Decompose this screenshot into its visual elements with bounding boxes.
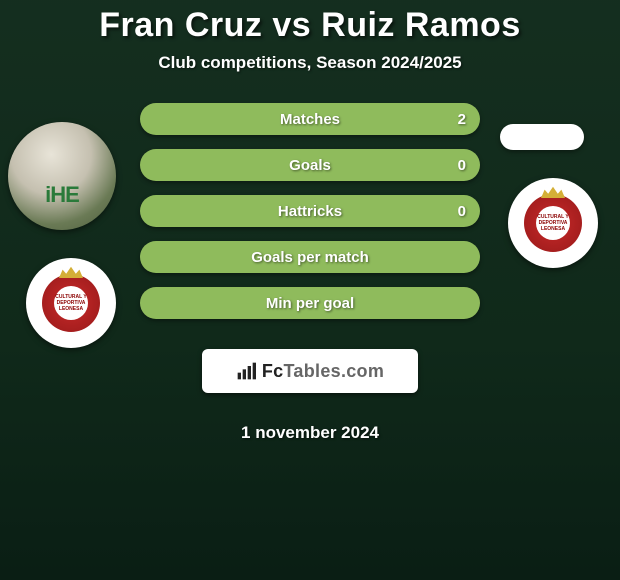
stat-right-value: 0 [458,157,466,174]
stat-row-goals-per-match: Goals per match [140,241,480,273]
club-badge-right: CULTURAL Y DEPORTIVA LEONESA [508,178,598,268]
crest-icon: CULTURAL Y DEPORTIVA LEONESA [524,194,582,252]
brand-tables: Tables.com [283,361,384,381]
crest-icon: CULTURAL Y DEPORTIVA LEONESA [42,274,100,332]
bar-chart-icon [236,361,256,381]
stat-row-matches: Matches 2 [140,103,480,135]
stat-right-value: 0 [458,203,466,220]
brand-fc: Fc [262,361,284,381]
brand-badge: FcTables.com [202,349,418,393]
player-right-placeholder [500,124,584,150]
stats-list: Matches 2 Goals 0 Hattricks 0 Goals per … [140,103,480,443]
stat-row-goals: Goals 0 [140,149,480,181]
stat-label: Matches [280,111,340,128]
comparison-card: Fran Cruz vs Ruiz Ramos Club competition… [0,0,620,580]
stat-row-min-per-goal: Min per goal [140,287,480,319]
page-title: Fran Cruz vs Ruiz Ramos [99,6,520,45]
player-left-photo: iHE [8,122,116,230]
date-text: 1 november 2024 [241,423,379,443]
subtitle: Club competitions, Season 2024/2025 [158,53,461,73]
stat-right-value: 2 [458,111,466,128]
photo-text-hint: iHE [45,182,79,208]
crest-text: CULTURAL Y DEPORTIVA LEONESA [54,286,88,320]
stat-label: Hattricks [278,203,342,220]
stat-label: Goals per match [251,249,369,266]
stat-label: Min per goal [266,295,354,312]
crest-text: CULTURAL Y DEPORTIVA LEONESA [536,206,570,240]
club-badge-left: CULTURAL Y DEPORTIVA LEONESA [26,258,116,348]
stat-label: Goals [289,157,331,174]
brand-text: FcTables.com [262,361,384,382]
stat-row-hattricks: Hattricks 0 [140,195,480,227]
